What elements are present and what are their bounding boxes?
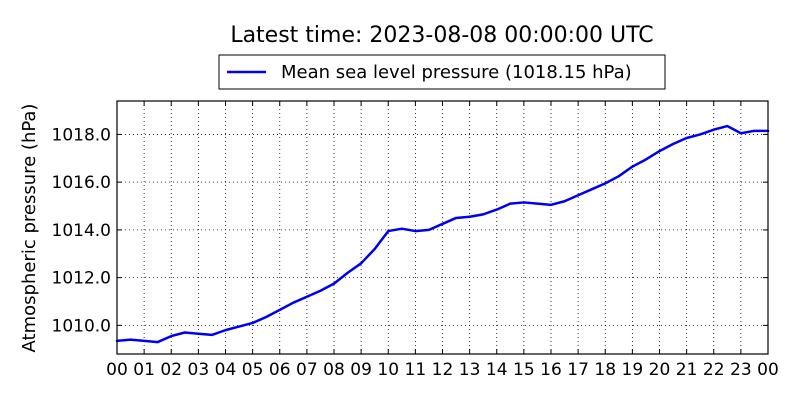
x-tick-label: 17 xyxy=(567,360,589,380)
y-tick-label: 1016.0 xyxy=(52,173,111,193)
x-tick-label: 10 xyxy=(377,360,399,380)
x-tick-label: 05 xyxy=(242,360,264,380)
x-tick-label: 00 xyxy=(757,360,779,380)
y-tick-label: 1018.0 xyxy=(52,125,111,145)
x-tick-label: 04 xyxy=(215,360,237,380)
x-tick-label: 23 xyxy=(730,360,752,380)
x-tick-label: 02 xyxy=(160,360,182,380)
x-tick-label: 07 xyxy=(296,360,318,380)
chart-title: Latest time: 2023-08-08 00:00:00 UTC xyxy=(230,23,653,48)
x-tick-label: 14 xyxy=(486,360,508,380)
legend-label: Mean sea level pressure (1018.15 hPa) xyxy=(281,62,632,83)
x-tick-label: 03 xyxy=(188,360,210,380)
x-tick-label: 13 xyxy=(459,360,481,380)
y-axis-label: Atmospheric pressure (hPa) xyxy=(19,104,40,353)
y-tick-label: 1012.0 xyxy=(52,269,111,289)
x-tick-label: 06 xyxy=(269,360,291,380)
grid-lines xyxy=(117,101,768,354)
x-tick-label: 12 xyxy=(432,360,454,380)
y-tick-label: 1014.0 xyxy=(52,221,111,241)
y-tick-label: 1010.0 xyxy=(52,316,111,336)
x-tick-label: 11 xyxy=(405,360,427,380)
x-tick-label: 00 xyxy=(106,360,128,380)
legend: Mean sea level pressure (1018.15 hPa) xyxy=(218,54,666,90)
x-tick-label: 22 xyxy=(703,360,725,380)
x-tick-label: 15 xyxy=(513,360,535,380)
plot-area xyxy=(115,124,770,344)
plot-frame xyxy=(116,100,769,355)
x-tick-label: 21 xyxy=(676,360,698,380)
x-tick-label: 09 xyxy=(350,360,372,380)
x-tick-label: 19 xyxy=(622,360,644,380)
x-tick-label: 08 xyxy=(323,360,345,380)
legend-box xyxy=(218,54,666,90)
pressure-series-line xyxy=(115,124,770,344)
x-tick-label: 18 xyxy=(594,360,616,380)
axis-ticks: 00 01 02 03 04 05 06 07 08 09 10 11 12 13 14 15 16 17 18 19… xyxy=(52,101,779,380)
x-tick-label: 20 xyxy=(649,360,671,380)
x-tick-label: 16 xyxy=(540,360,562,380)
x-tick-label: 01 xyxy=(133,360,155,380)
